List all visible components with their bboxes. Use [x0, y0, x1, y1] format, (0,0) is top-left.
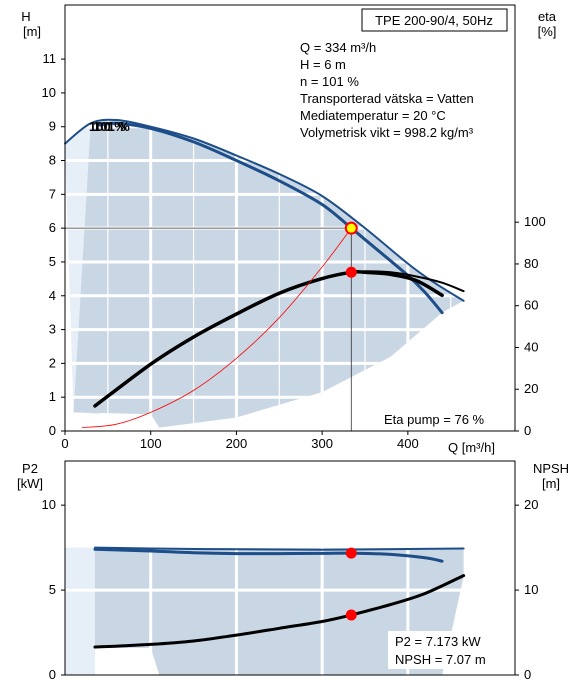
top-right-ylabel-name: eta	[538, 9, 557, 24]
top-xtick-label: 300	[311, 436, 333, 451]
top-info-block: Q = 334 m³/h H = 6 m n = 101 % Transport…	[300, 40, 474, 140]
top-markers	[344, 221, 358, 278]
top-xtick-label: 0	[61, 436, 68, 451]
top-ytick-label: 3	[49, 322, 56, 337]
info-line-p2: P2 = 7.173 kW	[395, 634, 481, 649]
info-line-head: H = 6 m	[300, 57, 346, 72]
bottom-left-ylabel-unit: [kW]	[17, 476, 43, 491]
bottom-light-area	[65, 547, 95, 675]
top-xtick-label: 400	[397, 436, 419, 451]
top-ytick-label: 11	[43, 51, 57, 66]
top-ytick-label: 2	[49, 355, 56, 370]
top-ticks: 0 100 200 300 400 0 1 2 3 4 5 6 7 8 9 10 11 0 20 40 60 80 100	[42, 51, 546, 451]
bottom-ticks: 0 5 10 0 10 20	[42, 497, 539, 682]
bottom-curves	[93, 546, 466, 649]
top-left-ylabel-unit: [m]	[23, 24, 41, 39]
bottom-left-ylabel-name: P2	[22, 461, 38, 476]
top-frame	[64, 4, 516, 432]
top-ytick-label: 1	[49, 389, 56, 404]
top-right-ylabel-unit: [%]	[538, 24, 557, 39]
bottom-ytick-label: 0	[49, 667, 56, 682]
top-xtick-label: 100	[140, 436, 162, 451]
top-ytick-label: 9	[49, 119, 56, 134]
top-ytick-right-label: 0	[524, 423, 531, 438]
speed-label-behind: 100 %	[89, 119, 126, 134]
top-ytick-label: 6	[49, 220, 56, 235]
title-box	[361, 8, 508, 32]
top-ytick-right-label: 100	[524, 214, 546, 229]
info-line-temperature: Mediatemperatur = 20 °C	[300, 108, 446, 123]
bottom-series-p2-max	[94, 546, 465, 551]
top-series-eta-max	[350, 270, 465, 293]
eta-point-marker	[345, 266, 357, 278]
top-ytick-label: 7	[49, 186, 56, 201]
bottom-right-ylabel-unit: [m]	[542, 476, 560, 491]
info-line-npsh: NPSH = 7.07 m	[395, 652, 486, 667]
top-xtick-label: 200	[226, 436, 248, 451]
bottom-ytick-right-label: 0	[524, 667, 531, 682]
top-ytick-right-label: 40	[524, 339, 538, 354]
top-xlabel: Q [m³/h]	[448, 440, 495, 455]
info-line-speed: n = 101 %	[300, 74, 359, 89]
eta-label-box	[379, 409, 505, 429]
info-line-liquid: Transporterad vätska = Vatten	[300, 91, 474, 106]
top-series-system-curve	[81, 227, 352, 428]
top-left-ylabel-name: H	[21, 9, 30, 24]
top-ytick-right-label: 80	[524, 256, 538, 271]
bottom-markers	[345, 547, 357, 621]
bottom-ytick-right-label: 20	[524, 497, 538, 512]
bottom-frame	[64, 460, 516, 676]
top-plot-frame	[64, 4, 516, 432]
info-line-flow: Q = 334 m³/h	[300, 40, 376, 55]
bottom-series-p2	[93, 547, 444, 563]
top-series-h-max	[64, 118, 465, 302]
bottom-ytick-label: 5	[49, 582, 56, 597]
bottom-series-npsh	[93, 574, 466, 649]
npsh-point-marker	[345, 609, 357, 621]
eta-label: Eta pump = 76 %	[384, 412, 485, 427]
info-line-density: Volymetrisk vikt = 998.2 kg/m³	[300, 125, 474, 140]
bottom-right-ylabel-name: NPSH	[533, 461, 569, 476]
p2-point-marker	[345, 547, 357, 559]
bottom-info-box	[388, 631, 508, 669]
speed-label: 101 %	[93, 119, 130, 134]
top-ytick-label: 8	[49, 153, 56, 168]
top-ytick-label: 10	[42, 85, 56, 100]
bottom-ytick-label: 10	[42, 497, 56, 512]
top-ytick-right-label: 60	[524, 298, 538, 313]
top-curves	[64, 118, 465, 431]
top-series-eta	[93, 269, 444, 408]
top-ytick-label: 0	[49, 423, 56, 438]
chart-title: TPE 200-90/4, 50Hz	[375, 13, 493, 28]
top-ytick-label: 4	[49, 288, 56, 303]
bottom-ytick-right-label: 10	[524, 582, 538, 597]
top-ytick-right-label: 20	[524, 381, 538, 396]
top-ytick-label: 5	[49, 254, 56, 269]
bottom-plot-frame	[64, 460, 516, 676]
duty-point-marker	[344, 221, 358, 235]
